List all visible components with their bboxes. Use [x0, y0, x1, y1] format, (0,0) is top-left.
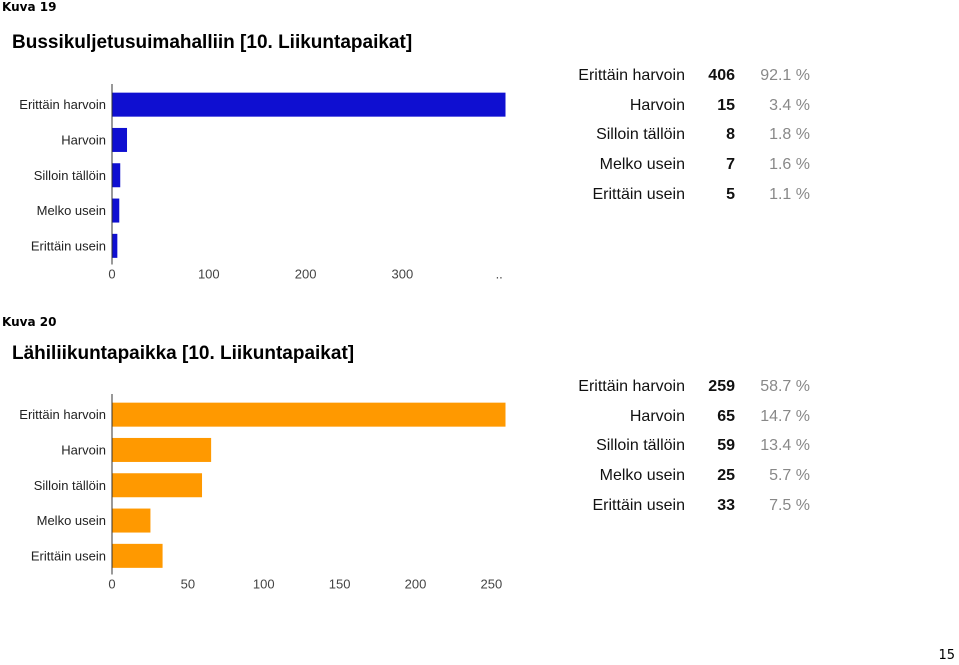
stats-row: Silloin tällöin 8 1.8 %	[575, 121, 810, 151]
category-label: Erittäin usein	[31, 548, 106, 563]
x-tick-label: 200	[295, 267, 317, 282]
bar-3	[112, 163, 121, 188]
x-tick-label: 250	[480, 577, 502, 592]
stats-row: Erittäin harvoin 406 92.1 %	[575, 61, 810, 91]
stats-label: Silloin tällöin	[596, 437, 685, 455]
stats-label: Harvoin	[629, 407, 685, 425]
stats-label: Erittäin harvoin	[578, 377, 685, 395]
x-tick-label: 150	[329, 577, 351, 592]
stats-row: Melko usein 25 5.7 %	[575, 461, 810, 491]
stats-percent: 14.7 %	[760, 407, 810, 425]
category-label: Erittäin usein	[31, 238, 106, 253]
bar-4	[112, 508, 151, 533]
stats-count: 15	[717, 96, 735, 114]
stats-row: Erittäin usein 33 7.5 %	[575, 491, 811, 521]
page-number: 15	[938, 648, 955, 663]
stats-count: 59	[717, 437, 735, 455]
category-label: Silloin tällöin	[34, 478, 106, 493]
chart-title-2: Lähiliikuntapaikka [10. Liikuntapaikat]	[12, 343, 355, 364]
bar-4	[112, 198, 120, 223]
stats-percent: 1.1 %	[769, 186, 810, 204]
x-tick-label: ..	[496, 267, 503, 282]
stats-count: 65	[717, 407, 735, 425]
stats-percent: 58.7 %	[760, 377, 810, 395]
stats-label: Melko usein	[599, 467, 685, 485]
category-label: Harvoin	[61, 442, 106, 457]
stats-row: Silloin tällöin 59 13.4 %	[575, 432, 810, 462]
stats-percent: 1.8 %	[769, 126, 810, 144]
stats-row: Erittäin harvoin 259 58.7 %	[575, 372, 810, 402]
stats-percent: 13.4 %	[760, 437, 810, 455]
bar-chart-1: Erittäin harvoin Harvoin Silloin tällöin Me…	[19, 84, 506, 282]
x-tick-label: 100	[253, 577, 275, 592]
bar-3	[112, 473, 203, 498]
category-label: Erittäin harvoin	[19, 97, 106, 112]
stats-percent: 92.1 %	[760, 66, 810, 84]
stats-label: Silloin tällöin	[596, 126, 685, 144]
stats-count: 25	[717, 467, 735, 485]
stats-label: Melko usein	[599, 156, 685, 174]
stats-label: Erittäin usein	[592, 186, 686, 204]
bar-1	[112, 402, 506, 427]
stats-count: 259	[708, 377, 735, 395]
stats-percent: 3.4 %	[769, 96, 810, 114]
x-tick-label: 300	[392, 267, 414, 282]
stats-row: Harvoin 15 3.4 %	[575, 91, 810, 121]
stats-table-1: Erittäin harvoin 406 92.1 % Harvoin 15 3.4 % S…	[575, 61, 810, 210]
stats-label: Harvoin	[629, 96, 685, 114]
stats-row: Erittäin usein 5 1.1 %	[575, 180, 811, 210]
stats-percent: 7.5 %	[769, 497, 810, 515]
stats-percent: 1.6 %	[769, 156, 810, 174]
x-tick-label: 200	[405, 577, 427, 592]
bar-2	[112, 437, 212, 462]
category-label: Harvoin	[61, 132, 106, 147]
figure-caption-19: Kuva 19	[2, 0, 57, 14]
stats-percent: 5.7 %	[769, 467, 810, 485]
category-label: Erittäin harvoin	[19, 407, 106, 422]
category-label: Melko usein	[37, 513, 106, 528]
x-tick-label: 0	[108, 577, 115, 592]
category-label: Silloin tällöin	[34, 168, 106, 183]
bar-5	[112, 543, 163, 568]
stats-row: Melko usein 7 1.6 %	[575, 150, 810, 180]
stats-count: 7	[726, 156, 735, 174]
stats-label: Erittäin usein	[592, 497, 686, 515]
bar-chart-2: Erittäin harvoin Harvoin Silloin tällöin Me…	[19, 394, 506, 592]
x-tick-label: 50	[181, 577, 195, 592]
chart-title-1: Bussikuljetusuimahalliin [10. Liikuntapa…	[12, 32, 413, 53]
x-tick-label: 100	[198, 267, 220, 282]
figure-caption-20: Kuva 20	[2, 315, 57, 329]
x-tick-label: 0	[108, 267, 115, 282]
bar-5	[112, 233, 118, 258]
category-label: Melko usein	[37, 203, 106, 218]
stats-count: 406	[708, 66, 735, 84]
stats-count: 8	[726, 126, 735, 144]
stats-count: 33	[717, 497, 735, 515]
stats-label: Erittäin harvoin	[578, 66, 685, 84]
stats-row: Harvoin 65 14.7 %	[575, 402, 810, 432]
stats-count: 5	[726, 186, 735, 204]
bar-1	[112, 92, 506, 117]
bar-2	[112, 127, 128, 152]
stats-table-2: Erittäin harvoin 259 58.7 % Harvoin 65 14.7 %…	[575, 372, 810, 521]
